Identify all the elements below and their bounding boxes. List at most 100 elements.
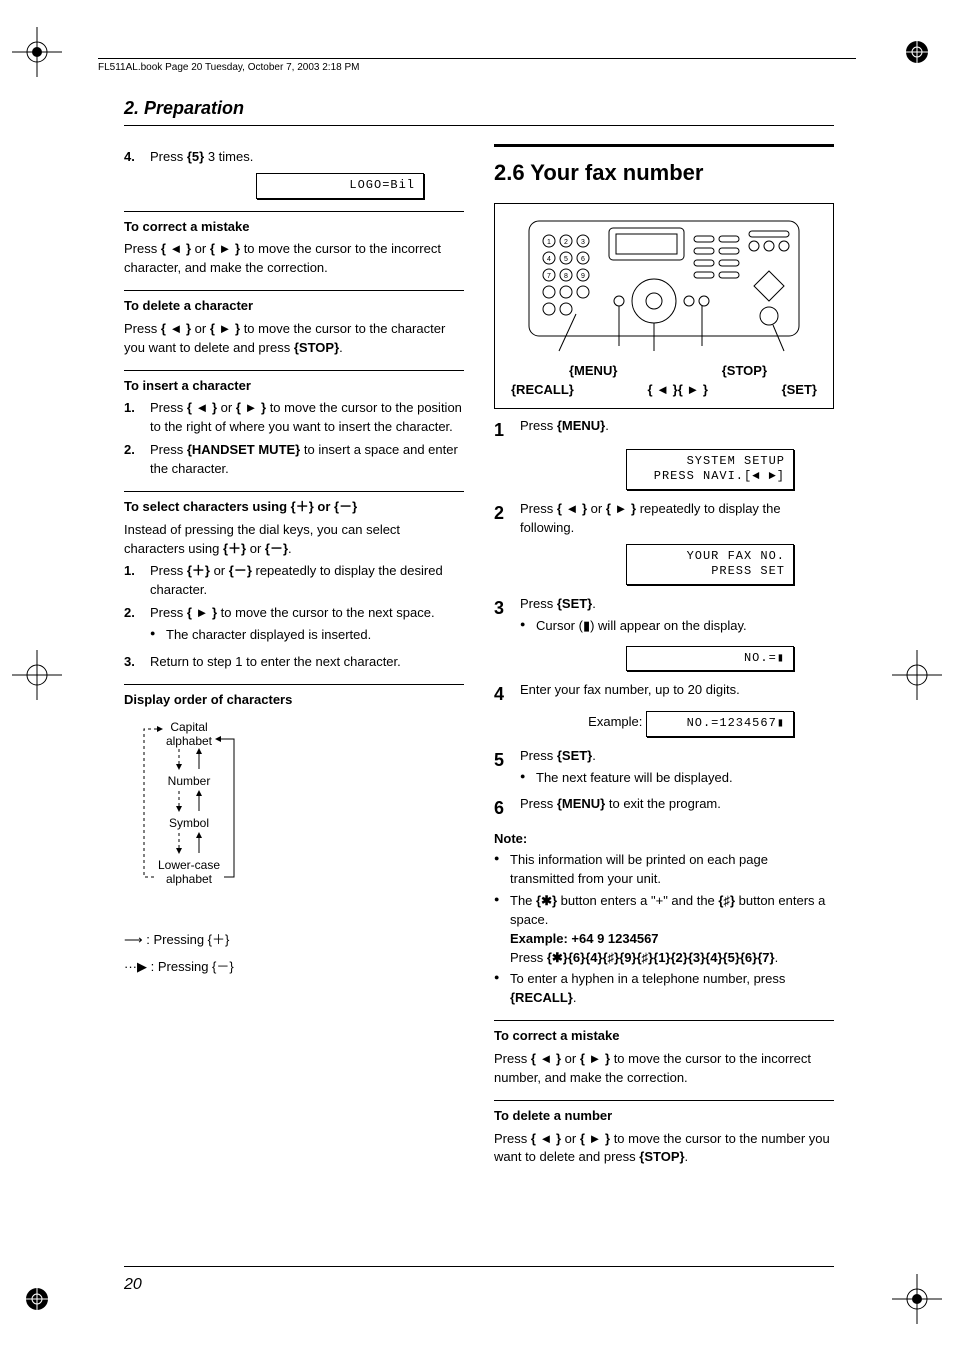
fax-device-diagram: 123 456 789 — [494, 203, 834, 409]
text: or — [314, 499, 334, 514]
right-column: 2.6 Your fax number — [494, 144, 834, 1167]
order-flow-icon: Capital alphabet Number Symbol Lower-cas… — [124, 717, 254, 917]
text: Press — [150, 149, 187, 164]
text: or — [191, 241, 210, 256]
svg-text:6: 6 — [581, 256, 585, 263]
display-text: SYSTEM SETUP PRESS NAVI.[◄ ►] — [626, 449, 794, 490]
svg-text:7: 7 — [547, 273, 551, 280]
bullet: To enter a hyphen in a telephone number,… — [494, 970, 834, 1008]
display-text: NO.=1234567▮ — [646, 711, 794, 737]
note-label: Note: — [494, 830, 834, 849]
fax-machine-icon: 123 456 789 — [524, 216, 804, 356]
display-text: NO.=▮ — [626, 646, 794, 672]
step-number: 6 — [494, 795, 512, 821]
left-column: 4. Press {5} 3 times. LOGO=Bil To correc… — [124, 144, 464, 1167]
key-label: {＋} — [223, 541, 246, 556]
text: or — [210, 563, 229, 578]
text: To select characters using — [124, 499, 291, 514]
key-label: {MENU} — [557, 796, 605, 811]
page: FL511AL.book Page 20 Tuesday, October 7,… — [0, 0, 954, 1351]
step-number: 4 — [494, 681, 512, 707]
lcd-display: NO.=▮ — [494, 646, 794, 672]
text: Press — [494, 1051, 531, 1066]
key-label: { ► } — [236, 400, 266, 415]
text: Press — [150, 605, 187, 620]
diagram-label: {STOP} — [722, 362, 767, 381]
text: Press — [150, 563, 187, 578]
paragraph: Press { ◄ } or { ► } to move the cursor … — [494, 1050, 834, 1088]
key-label: {RECALL} — [510, 990, 573, 1005]
step-number: 2. — [124, 604, 142, 649]
paragraph: Press {＋} or {－} repeatedly to display t… — [150, 562, 464, 600]
key-label: {SET} — [557, 748, 592, 763]
diagram-label: {SET} — [782, 381, 817, 400]
text: Press — [520, 796, 557, 811]
paragraph: Press {SET}. Cursor (▮) will appear on t… — [520, 595, 834, 640]
step-number: 3. — [124, 653, 142, 672]
paragraph: Press { ◄ } or { ► } repeatedly to displ… — [520, 500, 834, 538]
arrow-dashed-icon: ···▶ — [124, 959, 147, 974]
svg-text:Capital: Capital — [170, 720, 207, 734]
crop-mark-icon — [12, 1274, 62, 1324]
key-label: {5} — [187, 149, 204, 164]
paragraph: Enter your fax number, up to 20 digits. — [520, 681, 834, 707]
text: button enters a "+" and the — [557, 893, 718, 908]
key-label: {－} — [265, 541, 288, 556]
arrow-solid-icon: ⟶ — [124, 932, 143, 947]
paragraph: Instead of pressing the dial keys, you c… — [124, 521, 464, 559]
text: . — [605, 418, 609, 433]
display-text: LOGO=Bil — [256, 173, 424, 199]
note-list: This information will be printed on each… — [494, 851, 834, 1008]
heading: 2.6 Your fax number — [494, 144, 834, 189]
subheading: To correct a mistake — [494, 1027, 834, 1046]
key-label: {－} — [229, 563, 252, 578]
text: Press — [150, 400, 187, 415]
step-number: 1 — [494, 417, 512, 443]
text: or — [191, 321, 210, 336]
key-label: { ◄ } — [161, 321, 191, 336]
key-label: {STOP} — [639, 1149, 684, 1164]
svg-text:2: 2 — [564, 239, 568, 246]
text: Press — [124, 321, 161, 336]
step-number: 1. — [124, 399, 142, 437]
svg-text:Lower-case: Lower-case — [158, 858, 220, 872]
bullet: The character displayed is inserted. — [150, 626, 464, 645]
text: Press — [520, 748, 557, 763]
diagram-label: { ◄ }{ ► } — [648, 381, 708, 400]
key-label: { ► } — [210, 321, 240, 336]
lcd-display: SYSTEM SETUP PRESS NAVI.[◄ ►] — [494, 449, 794, 490]
svg-text:alphabet: alphabet — [166, 872, 213, 886]
subheading: To correct a mistake — [124, 218, 464, 237]
crop-mark-icon — [892, 27, 942, 77]
svg-text:5: 5 — [564, 256, 568, 263]
text: Press — [510, 950, 547, 965]
key-label: { ► } — [580, 1051, 610, 1066]
bullet: This information will be printed on each… — [494, 851, 834, 889]
step-number: 5 — [494, 747, 512, 792]
paragraph: Press {MENU}. — [520, 417, 834, 443]
key-label: { ◄ } — [161, 241, 191, 256]
svg-text:4: 4 — [547, 256, 551, 263]
paragraph: Press {MENU} to exit the program. — [520, 795, 834, 821]
text: Press — [520, 596, 557, 611]
subheading: To delete a character — [124, 297, 464, 316]
text: Press — [150, 442, 187, 457]
text: . — [592, 596, 596, 611]
step-number: 1. — [124, 562, 142, 600]
text: or — [217, 400, 236, 415]
lcd-display: YOUR FAX NO. PRESS SET — [494, 544, 794, 585]
key-label: { ► } — [210, 241, 240, 256]
step-number: 4. — [124, 148, 142, 167]
text: Press — [520, 501, 557, 516]
page-number: 20 — [124, 1266, 834, 1296]
key-label: { ◄ } — [557, 501, 587, 516]
subheading: Display order of characters — [124, 691, 464, 710]
subheading: To select characters using {＋} or {－} — [124, 498, 464, 517]
key-label: {－} — [334, 499, 357, 514]
text: . — [685, 1149, 689, 1164]
crop-mark-icon — [12, 650, 62, 700]
running-head: FL511AL.book Page 20 Tuesday, October 7,… — [98, 58, 856, 76]
step-4: 4. Press {5} 3 times. — [124, 148, 464, 167]
text: to exit the program. — [605, 796, 721, 811]
key-label: { ► } — [580, 1131, 610, 1146]
